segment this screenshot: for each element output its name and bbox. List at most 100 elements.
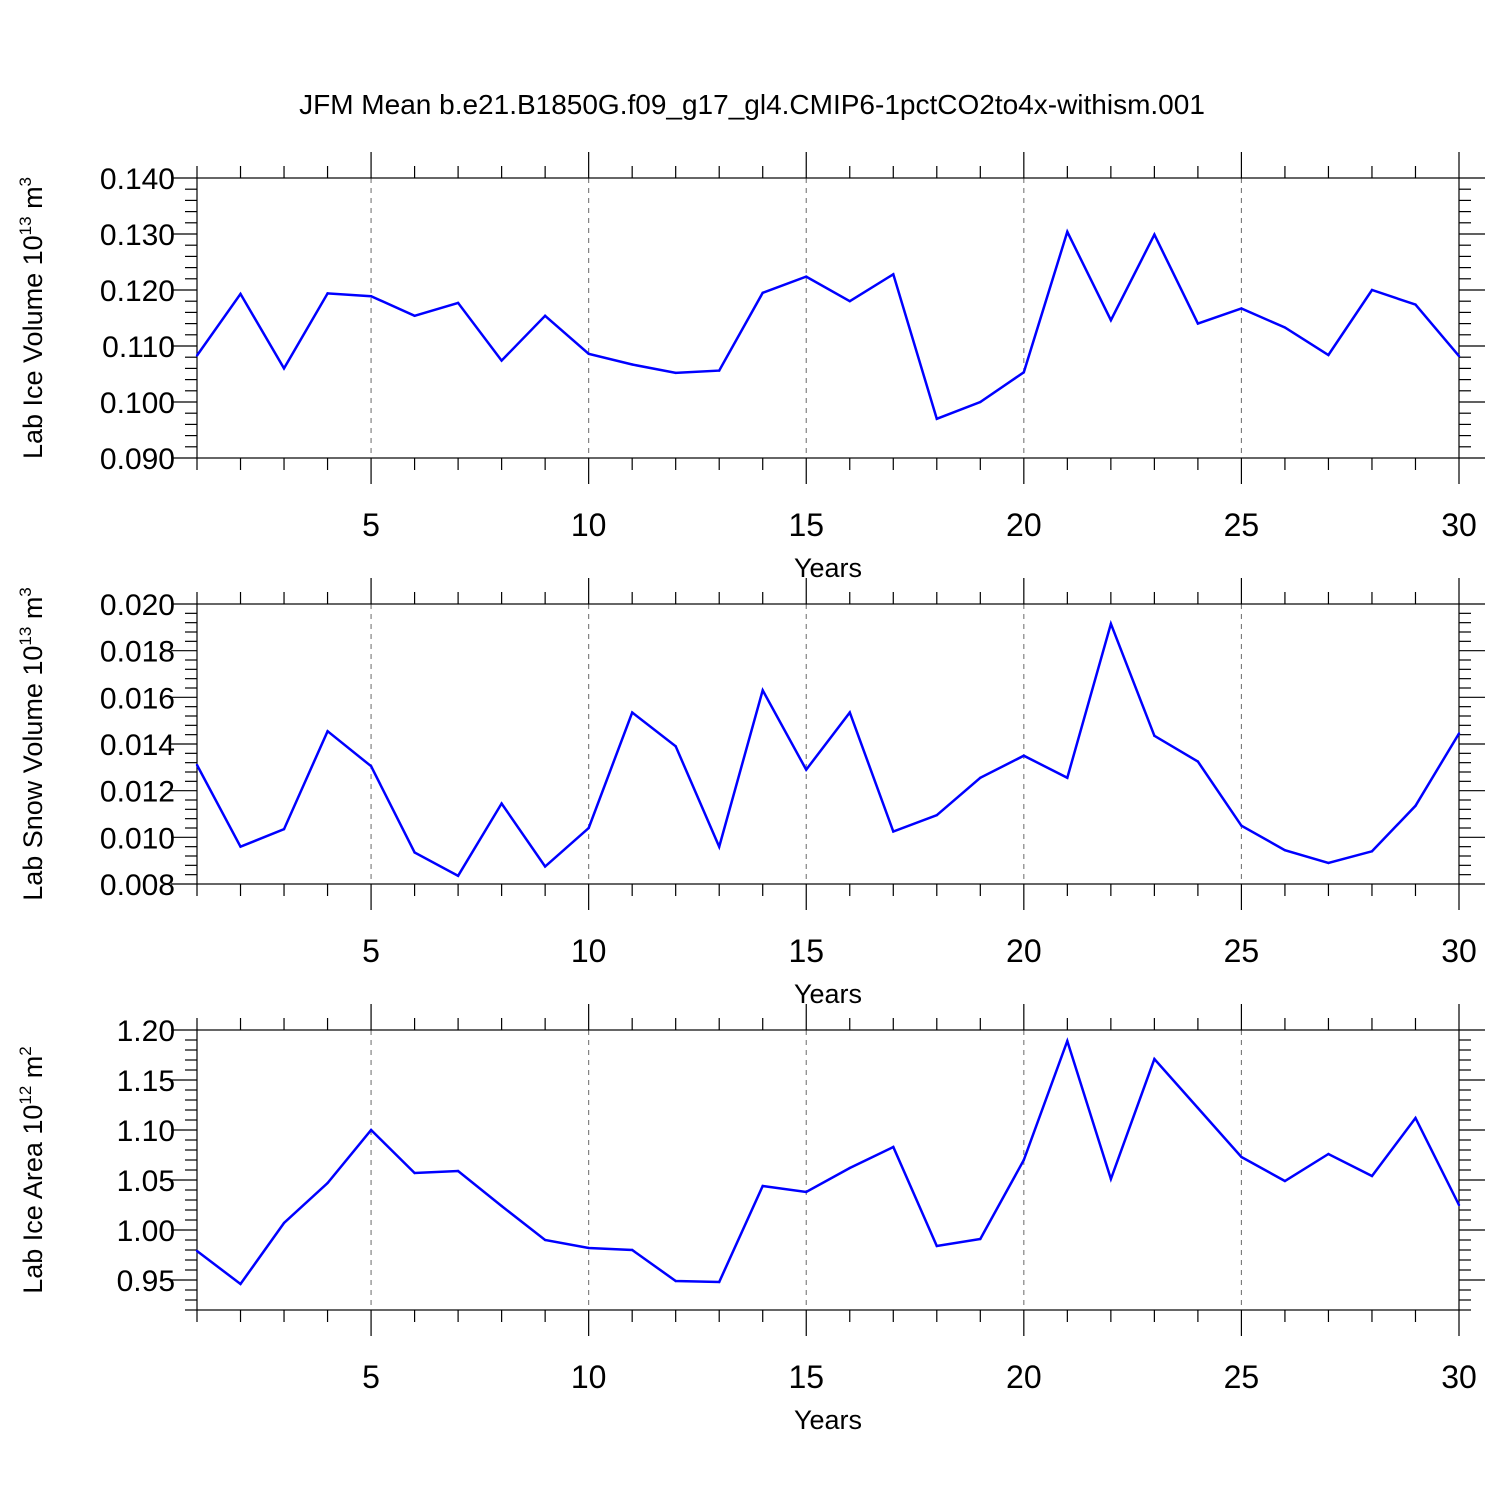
y-tick-label: 0.020 bbox=[100, 589, 175, 622]
data-point bbox=[674, 371, 677, 375]
plot-frame bbox=[196, 1029, 1460, 1311]
data-point bbox=[1327, 1152, 1330, 1156]
panel-ice-volume: 0.090 0.100 0.110 0.120 0.130 0.140 5 10 15 20 25 3… bbox=[16, 152, 1485, 583]
data-point bbox=[1109, 1177, 1113, 1181]
y-tick-label: 0.014 bbox=[100, 729, 175, 762]
x-tick-label: 5 bbox=[362, 1359, 380, 1395]
data-point bbox=[1327, 353, 1330, 357]
x-tick-label: 25 bbox=[1224, 933, 1260, 969]
panel-ice-area: 0.95 1.00 1.05 1.10 1.15 1.20 5 10 15 20 25 30 Years… bbox=[16, 1004, 1485, 1435]
series-line bbox=[195, 619, 1461, 878]
y-axis-label: Lab Ice Volume 1013 m3 bbox=[16, 177, 48, 459]
data-point bbox=[1109, 622, 1113, 626]
data-point bbox=[369, 764, 373, 768]
data-point bbox=[413, 851, 416, 854]
data-point bbox=[630, 711, 634, 714]
data-point bbox=[979, 776, 982, 780]
data-point bbox=[718, 845, 721, 848]
x-tick-label: 15 bbox=[788, 507, 824, 543]
data-point bbox=[587, 1246, 590, 1250]
x-tick-label: 25 bbox=[1224, 1359, 1260, 1395]
data-point bbox=[282, 1221, 286, 1225]
data-point bbox=[500, 359, 503, 362]
y-tick-label: 0.010 bbox=[100, 822, 175, 855]
data-point bbox=[1022, 371, 1026, 374]
y-tick-label: 1.05 bbox=[117, 1165, 175, 1198]
y-tick-label: 1.20 bbox=[117, 1015, 175, 1048]
data-point bbox=[674, 745, 677, 748]
y-tick-label: 0.012 bbox=[100, 776, 175, 809]
data-point bbox=[1240, 1155, 1243, 1159]
data-point bbox=[1022, 754, 1026, 757]
x-tick-label: 15 bbox=[788, 933, 824, 969]
data-point bbox=[369, 294, 373, 298]
data-point bbox=[1153, 734, 1156, 738]
y-tick-label: 1.00 bbox=[117, 1215, 175, 1248]
data-point bbox=[979, 1237, 982, 1241]
data-point bbox=[1153, 233, 1156, 236]
data-point bbox=[935, 813, 938, 817]
y-tick-label: 0.018 bbox=[100, 636, 175, 669]
data-point bbox=[413, 314, 416, 317]
data-point bbox=[630, 363, 634, 366]
data-point bbox=[761, 1184, 764, 1188]
data-point bbox=[326, 292, 329, 295]
data-point bbox=[500, 1204, 503, 1208]
data-point bbox=[848, 300, 851, 303]
plot-frame bbox=[196, 177, 1460, 459]
x-tick-label: 25 bbox=[1224, 507, 1260, 543]
data-point bbox=[805, 768, 808, 771]
data-point bbox=[892, 273, 895, 276]
data-point bbox=[1414, 1116, 1417, 1120]
data-point bbox=[456, 301, 460, 305]
data-point bbox=[761, 291, 764, 294]
data-point bbox=[195, 763, 199, 767]
x-axis-label: Years bbox=[794, 553, 862, 583]
y-tick-label: 1.10 bbox=[117, 1115, 175, 1148]
data-point bbox=[282, 827, 286, 831]
data-point bbox=[543, 1238, 547, 1242]
data-point bbox=[326, 729, 329, 733]
data-point bbox=[587, 826, 590, 830]
panel-snow-volume: 0.008 0.010 0.012 0.014 0.016 0.018 0.020 5 10 15… bbox=[16, 578, 1485, 1009]
data-point bbox=[761, 689, 764, 692]
y-tick-label: 1.15 bbox=[117, 1065, 175, 1098]
data-point bbox=[326, 1181, 329, 1185]
data-point bbox=[239, 292, 242, 296]
figure-title: JFM Mean b.e21.B1850G.f09_g17_gl4.CMIP6-… bbox=[299, 89, 1205, 120]
data-point bbox=[935, 1244, 938, 1248]
x-tick-label: 15 bbox=[788, 1359, 824, 1395]
data-point bbox=[892, 1145, 895, 1149]
data-point bbox=[195, 1249, 199, 1253]
data-point bbox=[1240, 307, 1243, 310]
y-tick-label: 0.008 bbox=[100, 869, 175, 902]
data-point bbox=[239, 1282, 242, 1286]
data-point bbox=[369, 1128, 373, 1132]
data-point bbox=[543, 865, 547, 868]
data-point bbox=[543, 314, 547, 317]
x-tick-label: 20 bbox=[1006, 507, 1042, 543]
data-point bbox=[1370, 288, 1374, 292]
data-point bbox=[195, 354, 199, 357]
x-tick-label: 20 bbox=[1006, 933, 1042, 969]
data-point bbox=[1196, 760, 1200, 763]
x-tick-label: 10 bbox=[571, 507, 607, 543]
series-line bbox=[195, 228, 1460, 421]
y-tick-label: 0.016 bbox=[100, 682, 175, 715]
y-tick-label: 0.090 bbox=[100, 443, 175, 476]
x-tick-label: 30 bbox=[1441, 933, 1477, 969]
series-line bbox=[196, 1037, 1461, 1286]
data-point bbox=[1196, 322, 1200, 325]
x-tick-label: 20 bbox=[1006, 1359, 1042, 1395]
data-point bbox=[1457, 354, 1461, 358]
data-point bbox=[979, 400, 982, 404]
data-point bbox=[1283, 848, 1287, 852]
data-point bbox=[1457, 1203, 1461, 1207]
data-point bbox=[282, 367, 286, 370]
data-point bbox=[892, 830, 895, 833]
data-point bbox=[805, 1190, 808, 1194]
data-point bbox=[456, 874, 460, 878]
data-point bbox=[1196, 1106, 1200, 1110]
y-tick-label: 0.110 bbox=[102, 331, 175, 364]
